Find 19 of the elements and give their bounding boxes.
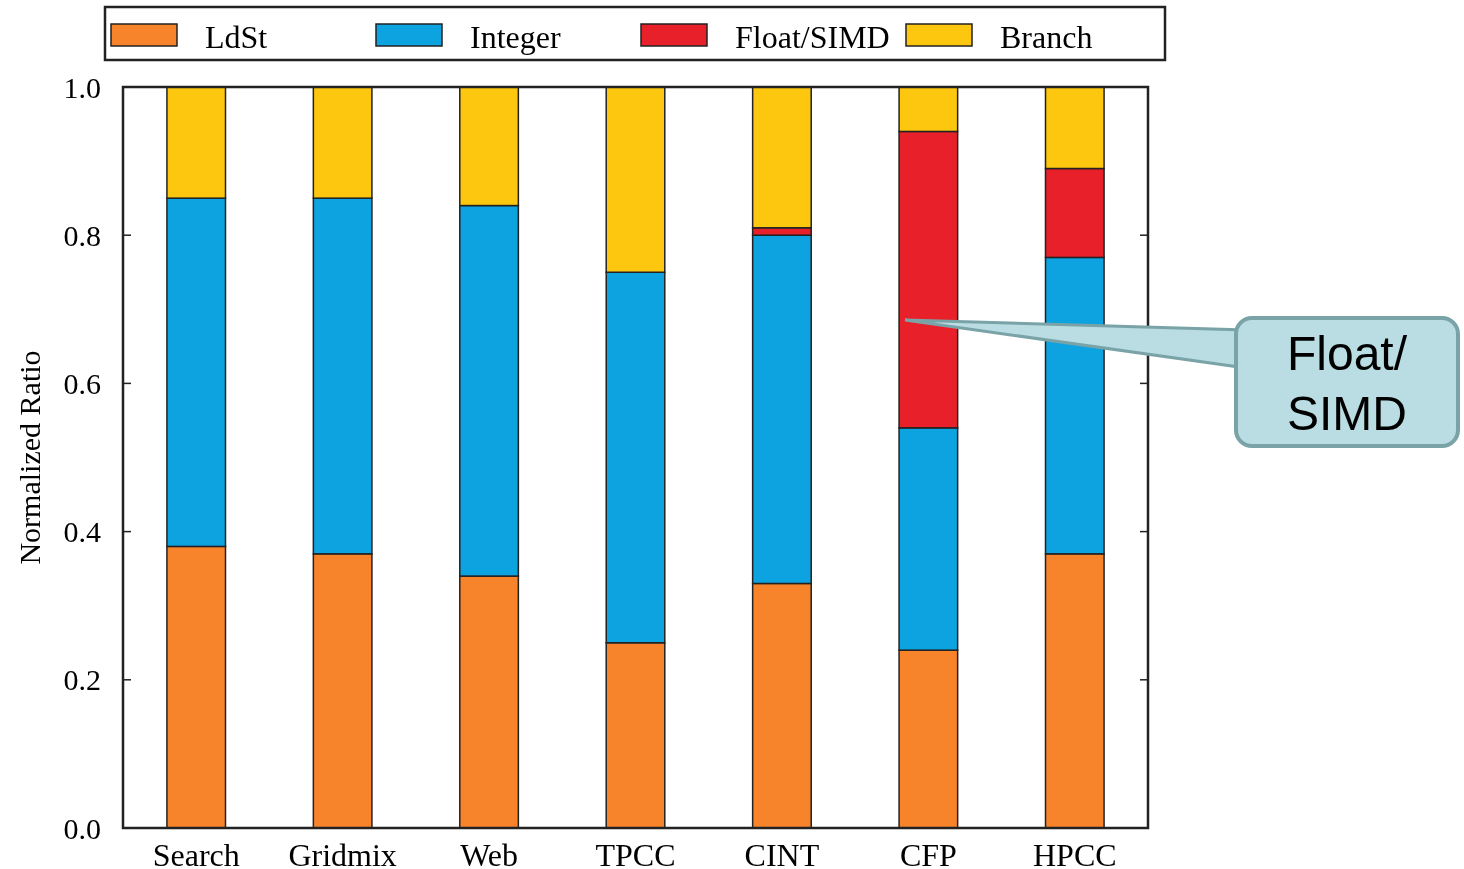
y-tick-label: 0.6 <box>63 366 101 400</box>
x-tick-label: CINT <box>744 837 820 869</box>
y-tick-label: 0.4 <box>63 515 101 549</box>
y-tick-label: 0.8 <box>63 218 101 252</box>
y-tick-label: 1.0 <box>63 70 101 104</box>
callout: Float/ SIMD <box>903 316 1460 448</box>
y-axis-title: Normalized Ratio <box>13 350 46 565</box>
legend-label: Branch <box>1000 19 1093 56</box>
x-tick-label: Search <box>152 837 240 869</box>
x-tick-label: CFP <box>899 837 957 869</box>
y-tick-label: 0.2 <box>63 663 101 697</box>
x-tick-label: TPCC <box>595 837 676 869</box>
legend-label: Float/SIMD <box>735 19 890 56</box>
legend-label: Integer <box>470 19 561 56</box>
y-tick-label: 0.0 <box>63 811 101 845</box>
x-tick-label: Web <box>460 837 518 869</box>
x-tick-label: Gridmix <box>288 837 397 869</box>
legend-label: LdSt <box>205 19 268 56</box>
x-tick-label: HPCC <box>1032 837 1117 869</box>
